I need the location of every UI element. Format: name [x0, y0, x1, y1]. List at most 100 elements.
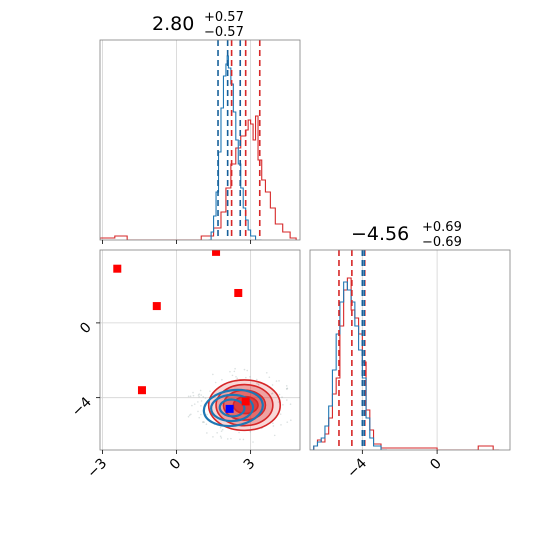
- scatter-point: [236, 377, 239, 380]
- scatter-point: [290, 419, 292, 421]
- scatter-point: [221, 378, 223, 381]
- title-param2-upper: +0.69: [422, 220, 462, 235]
- scatter-point: [220, 430, 223, 432]
- scatter-point: [200, 394, 203, 396]
- scatter-point: [285, 387, 288, 390]
- scatter-point: [280, 424, 282, 426]
- scatter-point: [246, 369, 249, 372]
- x-tick-label-param2: −4: [344, 455, 370, 481]
- scatter-point: [271, 392, 274, 395]
- scatter-point: [268, 376, 271, 379]
- y-tick-label-param2: −4: [69, 394, 95, 420]
- scatter-point: [257, 383, 260, 385]
- scatter-point: [231, 374, 234, 377]
- scatter-point: [239, 438, 241, 441]
- scatter-point: [277, 401, 280, 403]
- scatter-point: [233, 370, 236, 373]
- scatter-point: [219, 435, 222, 438]
- scatter-point: [191, 404, 193, 407]
- title-param1: 2.80 +0.57 −0.57: [152, 10, 244, 40]
- title-param2: −4.56 +0.69 −0.69: [351, 220, 462, 250]
- title-param2-lower: −0.69: [422, 235, 462, 250]
- scatter-point: [202, 421, 204, 424]
- panel-hist-param1: [99, 39, 301, 244]
- scatter-point: [197, 394, 200, 396]
- scatter-point: [278, 380, 280, 382]
- scatter-point: [216, 431, 218, 434]
- scatter-point: [271, 393, 273, 395]
- scatter-point: [249, 376, 251, 378]
- marker-red-square: [113, 264, 122, 273]
- scatter-point: [281, 396, 283, 398]
- scatter-point: [187, 415, 190, 418]
- scatter-point: [197, 410, 199, 413]
- contour-blue: [218, 398, 246, 418]
- x-tick-label-param1: 0: [167, 456, 185, 474]
- scatter-point: [285, 385, 288, 387]
- scatter-point: [202, 420, 204, 423]
- scatter-point: [198, 395, 200, 398]
- scatter-point: [200, 413, 202, 416]
- title-param1-main: 2.80: [152, 13, 194, 35]
- hist-red-series: [100, 115, 297, 240]
- scatter-point: [286, 421, 289, 423]
- scatter-point: [200, 405, 202, 407]
- scatter-point: [272, 422, 274, 425]
- marker-red-square: [152, 302, 161, 311]
- scatter-point: [226, 438, 229, 440]
- scatter-point: [249, 430, 252, 433]
- scatter-point: [279, 413, 282, 415]
- scatter-point: [206, 413, 208, 416]
- scatter-point: [258, 384, 260, 386]
- scatter-point: [205, 423, 208, 426]
- scatter-point: [286, 388, 288, 390]
- scatter-point: [245, 376, 247, 379]
- marker-red-square: [241, 397, 250, 406]
- scatter-point: [252, 441, 254, 443]
- scatter-point: [199, 389, 202, 392]
- scatter-point: [197, 401, 199, 403]
- contour-blue: [210, 393, 255, 423]
- scatter-point: [278, 393, 281, 396]
- x-tick-label-param1: −3: [84, 456, 110, 482]
- marker-red-square: [137, 386, 146, 395]
- panel-2d-density: [96, 249, 301, 454]
- scatter-point: [286, 387, 289, 390]
- scatter-point: [243, 368, 246, 371]
- x-tick-label-param1: 3: [241, 456, 259, 474]
- scatter-point: [189, 395, 192, 397]
- marker-red-square: [234, 288, 243, 297]
- scatter-point: [209, 390, 211, 392]
- scatter-point: [229, 370, 231, 373]
- marker-red-square: [212, 250, 221, 256]
- scatter-point: [242, 438, 245, 441]
- scatter-point: [193, 403, 196, 405]
- scatter-point: [220, 437, 223, 439]
- x-tick-label-param2: 0: [427, 456, 445, 474]
- scatter-point: [271, 384, 274, 386]
- panel-frame: [309, 249, 511, 451]
- hist-blue-series: [208, 55, 262, 240]
- scatter-point: [235, 375, 237, 378]
- scatter-point: [230, 437, 232, 440]
- scatter-point: [272, 425, 275, 427]
- hist-blue-series: [310, 281, 388, 450]
- scatter-point: [286, 399, 288, 401]
- scatter-point: [198, 393, 201, 396]
- panel-frame: [99, 39, 301, 241]
- scatter-point: [265, 371, 268, 374]
- scatter-point: [203, 421, 205, 423]
- scatter-point: [190, 413, 192, 416]
- scatter-point: [212, 436, 214, 438]
- panel-frame: [99, 249, 301, 451]
- scatter-point: [221, 428, 224, 431]
- scatter-point: [234, 367, 236, 370]
- scatter-point: [282, 403, 284, 406]
- scatter-point: [219, 426, 222, 429]
- scatter-point: [255, 378, 258, 381]
- scatter-point: [238, 431, 240, 434]
- scatter-point: [192, 394, 195, 397]
- scatter-point: [289, 403, 292, 406]
- panel-hist-param2: [309, 249, 511, 454]
